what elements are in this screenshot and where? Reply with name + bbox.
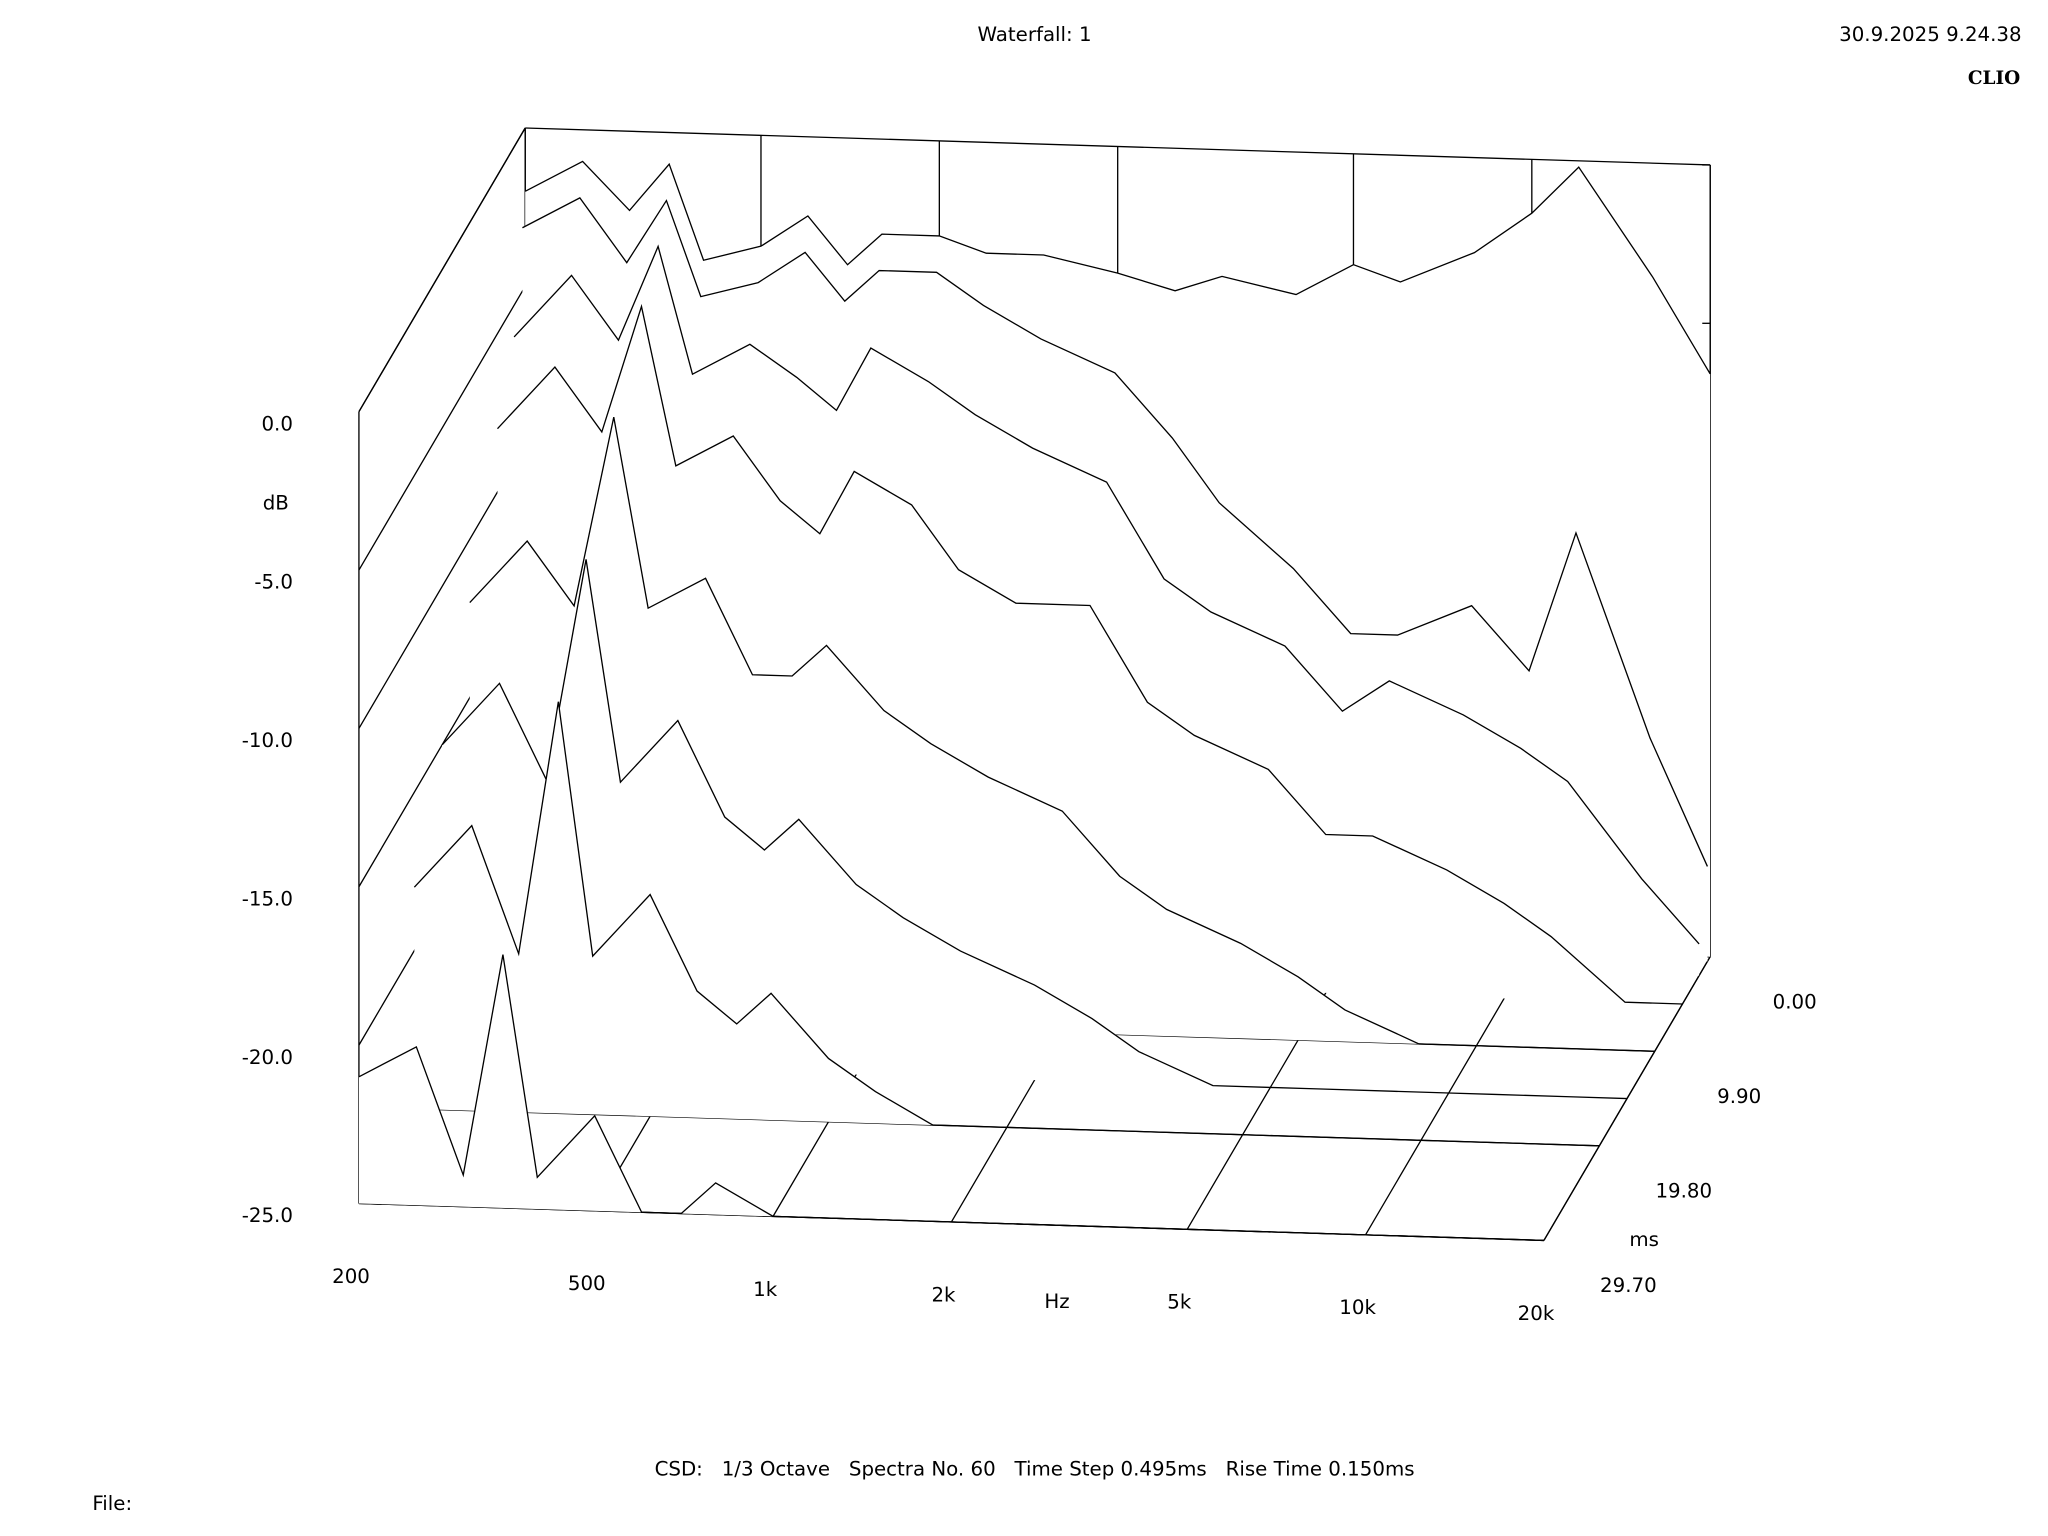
spectrum-mask — [442, 559, 1628, 1099]
x-tick-label: 5k — [1167, 1291, 1192, 1314]
footer: CSD: 1/3 Octave Spectra No. 60 Time Step… — [655, 1458, 1415, 1481]
timestamp: 30.9.2025 9.24.38 — [1839, 23, 2021, 46]
z-tick-label: 29.70 — [1600, 1274, 1657, 1297]
spectrum-line — [413, 701, 1600, 1147]
x-tick-label: 500 — [568, 1272, 606, 1295]
z-tick-label: 19.80 — [1655, 1180, 1712, 1203]
x-tick-label: 20k — [1518, 1302, 1555, 1325]
brand: CLIO — [1968, 68, 2020, 89]
x-tick-label: 1k — [753, 1278, 778, 1301]
z-tick-label: 9.90 — [1717, 1085, 1761, 1108]
spectrum-line — [358, 954, 1544, 1242]
y-tick-label: -15.0 — [242, 887, 293, 910]
chart-title: Waterfall: 1 — [978, 23, 1092, 46]
x-tick-label: 2k — [931, 1283, 956, 1306]
x-tick-label: 200 — [332, 1265, 370, 1288]
y-tick-label: -20.0 — [242, 1046, 293, 1069]
x-axis-label: Hz — [1044, 1290, 1069, 1313]
spectrum-line — [522, 197, 1709, 867]
grid-line — [358, 127, 526, 413]
y-axis-label: dB — [263, 492, 289, 515]
spectrum-line — [469, 416, 1655, 1052]
z-axis-label: ms — [1629, 1228, 1659, 1251]
y-tick-label: 0.0 — [261, 412, 292, 435]
grid-line — [358, 286, 526, 571]
file-label: File: — [92, 1492, 132, 1515]
y-tick-label: -5.0 — [254, 571, 293, 594]
y-tick-label: -10.0 — [242, 729, 293, 752]
spectrum-line — [524, 160, 1711, 375]
spectrum-line — [497, 303, 1683, 1005]
z-tick-label: 0.00 — [1773, 990, 1817, 1013]
spectrum-mask — [414, 701, 1600, 1146]
spectrum-line — [513, 244, 1700, 945]
x-tick-label: 10k — [1339, 1296, 1376, 1319]
y-tick-label: -25.0 — [242, 1204, 293, 1227]
spectrum-line — [441, 559, 1628, 1100]
